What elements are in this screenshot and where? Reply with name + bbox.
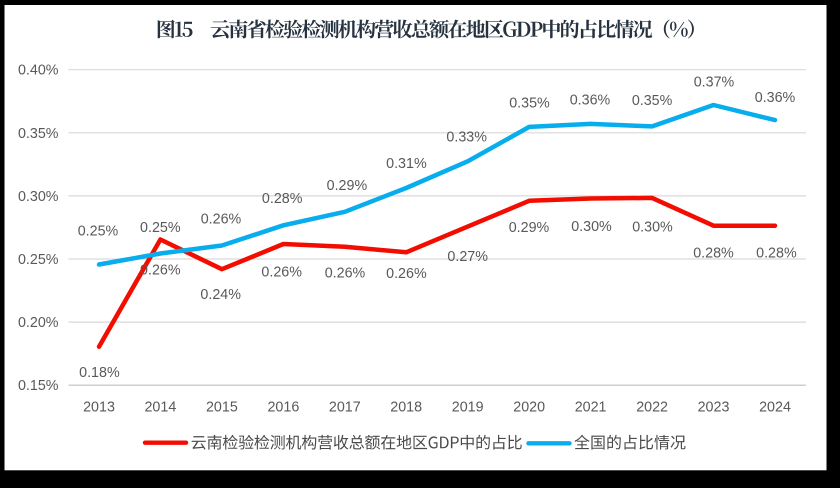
svg-text:0.37%: 0.37% (694, 75, 735, 91)
svg-text:0.25%: 0.25% (78, 224, 119, 240)
svg-text:0.30%: 0.30% (18, 189, 59, 205)
svg-text:2017: 2017 (329, 400, 361, 416)
svg-text:0.29%: 0.29% (327, 178, 368, 194)
svg-text:0.29%: 0.29% (509, 220, 550, 236)
svg-text:0.18%: 0.18% (79, 365, 120, 381)
svg-text:0.28%: 0.28% (756, 245, 797, 261)
svg-text:0.26%: 0.26% (201, 211, 242, 227)
svg-text:0.36%: 0.36% (570, 93, 611, 109)
svg-text:0.40%: 0.40% (18, 63, 59, 79)
svg-text:0.30%: 0.30% (571, 219, 612, 235)
svg-text:0.33%: 0.33% (446, 130, 487, 146)
svg-text:0.27%: 0.27% (447, 249, 488, 265)
svg-text:2020: 2020 (513, 400, 545, 416)
svg-text:0.35%: 0.35% (18, 126, 59, 142)
svg-text:2015: 2015 (206, 400, 238, 416)
svg-text:0.35%: 0.35% (509, 95, 550, 111)
svg-text:2018: 2018 (390, 400, 422, 416)
svg-text:2013: 2013 (83, 400, 115, 416)
svg-text:0.25%: 0.25% (18, 252, 59, 268)
svg-text:2022: 2022 (636, 400, 668, 416)
svg-text:0.28%: 0.28% (262, 191, 303, 207)
svg-text:0.26%: 0.26% (325, 266, 366, 282)
svg-text:2019: 2019 (452, 400, 484, 416)
svg-text:2021: 2021 (575, 400, 607, 416)
svg-text:0.26%: 0.26% (261, 265, 302, 281)
svg-text:0.26%: 0.26% (140, 263, 181, 279)
svg-text:0.36%: 0.36% (755, 90, 796, 106)
svg-text:0.25%: 0.25% (140, 220, 181, 236)
svg-text:0.28%: 0.28% (693, 245, 734, 261)
svg-text:2014: 2014 (144, 400, 176, 416)
svg-text:0.30%: 0.30% (632, 220, 673, 236)
svg-text:2024: 2024 (759, 400, 791, 416)
svg-text:0.15%: 0.15% (18, 378, 59, 394)
svg-text:0.24%: 0.24% (200, 287, 241, 303)
svg-text:0.20%: 0.20% (18, 315, 59, 331)
svg-text:0.26%: 0.26% (386, 266, 427, 282)
svg-text:2016: 2016 (267, 400, 299, 416)
svg-text:0.31%: 0.31% (386, 156, 427, 172)
svg-text:2023: 2023 (698, 400, 730, 416)
svg-text:0.35%: 0.35% (632, 93, 673, 109)
